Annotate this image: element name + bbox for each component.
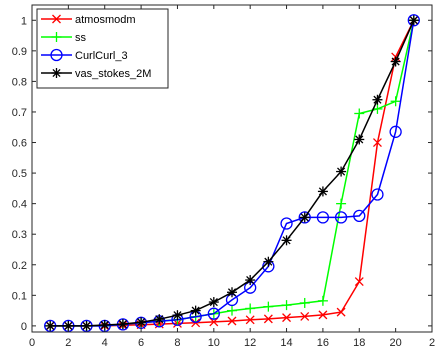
legend-label: ss [75, 32, 87, 44]
data-point-curlcurl-3 [407, 14, 420, 27]
data-point-ss [299, 297, 310, 308]
legend-marker [52, 14, 61, 24]
data-point-vas-stokes-2m [336, 166, 347, 177]
data-point-ss [317, 295, 328, 306]
legend: atmosmodm ss CurlCurl_3 vas_stokes_2M [36, 8, 169, 89]
x-tick-label: 12 [244, 337, 256, 347]
legend-entry-curlcurl-3: CurlCurl_3 [41, 48, 128, 62]
data-point-vas-stokes-2m [208, 297, 219, 308]
data-point-atmosmodm [209, 317, 219, 327]
data-point-ss [227, 305, 237, 316]
y-tick-label: 0.8 [12, 76, 27, 88]
legend-label: atmosmodm [75, 14, 136, 26]
data-point-curlcurl-3 [207, 307, 220, 320]
data-point-atmosmodm [227, 316, 237, 326]
legend-label: vas_stokes_2M [75, 68, 151, 80]
data-point-atmosmodm [372, 138, 382, 147]
legend-marker [51, 32, 62, 42]
legend-marker [51, 68, 62, 78]
y-tick-label: 0.7 [12, 107, 27, 119]
x-tick-label: 14 [280, 337, 292, 347]
y-tick-label: 0.3 [12, 229, 27, 241]
y-tick-label: 0.2 [12, 260, 27, 272]
x-tick-label: 2 [429, 337, 435, 347]
data-point-vas-stokes-2m [190, 305, 201, 316]
data-point-vas-stokes-2m [317, 186, 328, 197]
x-tick-label: 10 [208, 337, 220, 347]
data-point-vas-stokes-2m [117, 319, 128, 330]
data-point-curlcurl-3 [334, 211, 348, 224]
y-tick-label: 0.1 [12, 290, 27, 302]
data-point-ss [372, 103, 383, 114]
y-tick-label: 0.5 [12, 168, 27, 180]
data-point-vas-stokes-2m [281, 235, 292, 246]
data-point-vas-stokes-2m [81, 320, 92, 331]
data-point-ss [354, 108, 365, 119]
x-axis: 0 2 4 6 8 10 12 14 16 18 20 2 [29, 5, 435, 347]
x-tick-label: 16 [317, 337, 329, 347]
x-tick-label: 0 [29, 337, 35, 347]
y-tick-label: 0.9 [12, 46, 27, 58]
data-point-atmosmodm [263, 314, 273, 324]
data-point-ss [390, 96, 401, 107]
data-point-vas-stokes-2m [172, 310, 183, 321]
data-point-atmosmodm [354, 277, 364, 287]
legend-label: CurlCurl_3 [75, 50, 128, 62]
data-point-curlcurl-3 [353, 209, 366, 223]
data-point-atmosmodm [245, 315, 255, 325]
data-point-vas-stokes-2m [45, 320, 56, 331]
data-point-atmosmodm [336, 307, 346, 317]
data-point-ss [281, 300, 292, 311]
x-tick-label: 4 [102, 337, 108, 347]
y-axis: 0 0.1 0.2 0.3 0.4 0.5 0.6 0.7 0.8 0.9 1 [12, 15, 432, 333]
data-point-vas-stokes-2m [245, 275, 256, 286]
data-point-ss [336, 198, 347, 209]
legend-entry-atmosmodm: atmosmodm [41, 14, 136, 26]
data-point-curlcurl-3 [389, 125, 402, 138]
data-point-ss [245, 303, 256, 314]
data-point-curlcurl-3 [371, 188, 384, 201]
x-tick-label: 18 [353, 337, 365, 347]
data-point-vas-stokes-2m [263, 256, 274, 267]
data-point-curlcurl-3 [316, 211, 330, 224]
data-point-vas-stokes-2m [390, 56, 401, 67]
y-tick-label: 0 [21, 321, 27, 333]
data-point-vas-stokes-2m [354, 134, 365, 145]
data-point-vas-stokes-2m [372, 94, 383, 105]
legend-marker [50, 48, 63, 62]
data-point-atmosmodm [300, 311, 310, 321]
plot-frame [31, 4, 433, 333]
x-tick-label: 6 [138, 337, 144, 347]
series-layer [44, 14, 420, 333]
data-point-vas-stokes-2m [136, 317, 147, 328]
data-point-vas-stokes-2m [154, 314, 165, 325]
series-vas-stokes-2m [45, 15, 419, 331]
x-tick-label: 20 [390, 337, 402, 347]
data-point-vas-stokes-2m [299, 212, 310, 223]
y-tick-label: 0.6 [12, 138, 27, 150]
data-point-ss [263, 301, 274, 312]
data-point-atmosmodm [282, 313, 292, 323]
y-tick-label: 0.4 [12, 199, 27, 211]
x-tick-label: 8 [174, 337, 180, 347]
data-point-curlcurl-3 [298, 211, 311, 224]
x-tick-label: 2 [65, 337, 71, 347]
legend-entry-ss: ss [41, 32, 87, 44]
data-point-vas-stokes-2m [408, 15, 419, 26]
legend-entry-vas-stokes-2m: vas_stokes_2M [41, 68, 151, 80]
data-point-vas-stokes-2m [227, 287, 237, 298]
data-point-curlcurl-3 [280, 217, 293, 230]
y-tick-label: 1 [21, 15, 27, 27]
data-point-atmosmodm [318, 310, 328, 320]
